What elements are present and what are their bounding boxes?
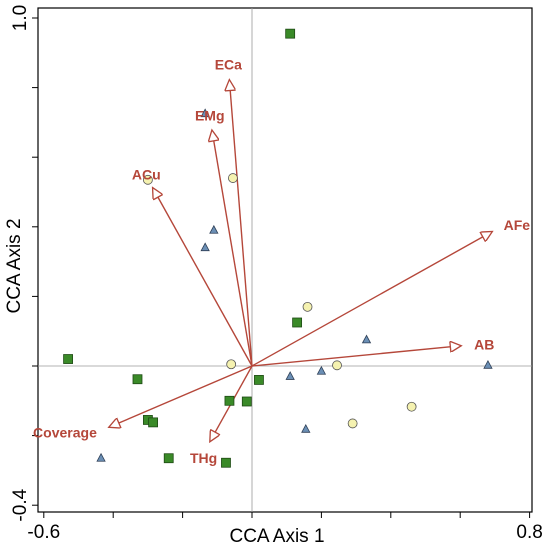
vector-label: AB [474,336,494,352]
y-axis-title: CCA Axis 2 [4,218,25,313]
vector-label: THg [190,450,217,466]
y-tick-label: 1.0 [10,5,31,31]
square-point [132,374,143,385]
triangle-point [200,242,210,252]
circle-point [347,418,358,429]
circle-point [226,359,237,370]
square-point [292,317,303,328]
vector-arrow [212,131,253,367]
x-tick-label: -0.6 [27,522,60,543]
circle-point [142,174,153,185]
square-point [224,395,235,406]
vector-arrow [251,346,460,367]
square-point [221,457,231,468]
x-axis-title: CCA Axis 1 [229,526,324,547]
vector-label: EMg [195,107,225,123]
vector-arrow [153,189,253,367]
circle-point [406,401,417,412]
square-point [148,417,159,428]
vector-label: ACu [132,166,161,182]
plot-frame [37,7,533,513]
vector-arrow [251,232,491,367]
square-point [63,354,73,364]
triangle-point [301,423,311,433]
triangle-point [200,108,210,118]
x-tick-label: 0.8 [516,522,542,543]
triangle-point [361,334,372,344]
vector-label: Coverage [33,424,97,440]
square-point [163,453,174,464]
triangle-point [316,365,327,375]
vector-label: AFe [504,217,531,233]
triangle-point [209,224,219,234]
triangle-point [96,452,106,462]
circle-point [302,301,313,312]
triangle-point [483,359,493,369]
circle-point [332,360,342,371]
y-tick-label: -0.4 [10,488,31,521]
square-point [254,375,264,385]
vector-arrow [229,81,253,367]
triangle-point [285,371,295,380]
square-point [285,28,296,39]
vector-label: ECa [215,57,242,73]
square-point [241,396,252,407]
vector-arrow [110,365,253,427]
circle-point [228,173,238,183]
